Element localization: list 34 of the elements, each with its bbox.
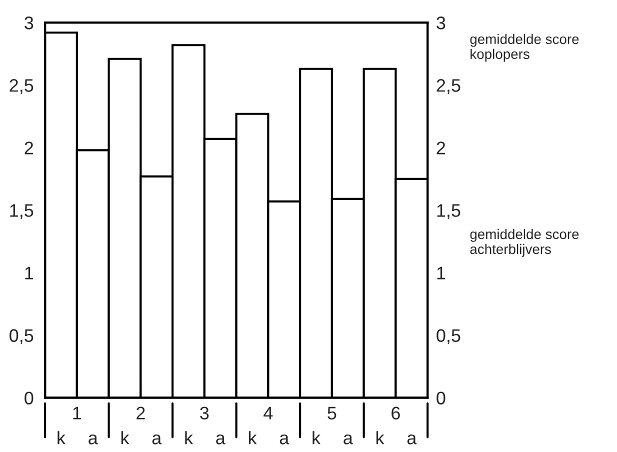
x-tick-label: a — [344, 434, 353, 444]
x-tick-label: k — [185, 431, 194, 444]
y2-tick-label: 1 — [437, 266, 446, 280]
y-tick-label: 0,5 — [10, 329, 34, 344]
y-tick-label: 1,5 — [10, 204, 34, 220]
y2-tick-label: 3 — [436, 16, 446, 30]
text: gemiddelde score koplopers — [470, 34, 579, 62]
x-tick-label: a — [216, 434, 226, 444]
y-tick-label: 2,5 — [10, 79, 34, 94]
text: gemiddelde score achterblijvers — [470, 228, 579, 257]
text: 1 — [73, 406, 82, 420]
y-tick-label: 1 — [25, 266, 34, 280]
y2-tick-label: 1,5 — [437, 204, 460, 220]
y2-tick-label: 2 — [436, 142, 446, 154]
y-tick-label: 2 — [24, 142, 34, 154]
text: 4 — [264, 406, 273, 420]
y2-tick-label: 0 — [436, 392, 446, 404]
y-tick-label: 0 — [24, 392, 34, 404]
x-tick-label: k — [312, 431, 321, 444]
y2-tick-label: 2,5 — [436, 79, 460, 94]
text: 2 — [136, 406, 145, 420]
y-tick-label: 3 — [24, 16, 34, 30]
x-tick-label: a — [88, 434, 98, 444]
text: 3 — [200, 406, 209, 420]
x-tick-label: k — [58, 431, 66, 444]
x-tick-label: a — [280, 434, 290, 444]
y2-tick-label: 0,5 — [436, 329, 460, 344]
text: 5 — [328, 406, 336, 420]
x-tick-label: a — [407, 434, 417, 444]
x-tick-label: k — [121, 431, 130, 444]
x-tick-label: k — [376, 431, 384, 444]
text: 6 — [392, 406, 400, 420]
x-tick-label: k — [248, 431, 257, 444]
x-tick-label: a — [152, 434, 162, 444]
